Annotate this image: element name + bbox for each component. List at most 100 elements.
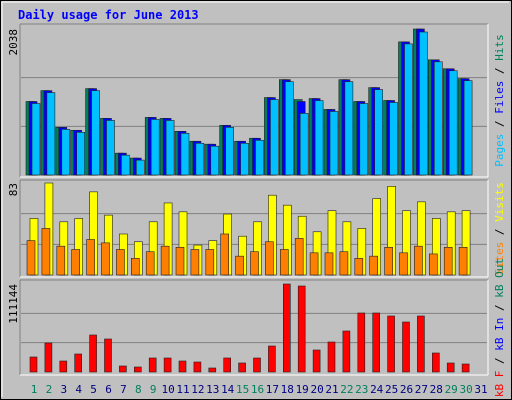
x-tick-label: 2 <box>46 383 53 396</box>
legend-entry: Hits <box>493 34 506 61</box>
bar <box>31 103 41 176</box>
bar <box>327 341 336 373</box>
bar <box>101 242 110 276</box>
bar <box>121 154 130 176</box>
bar <box>116 249 125 276</box>
x-tick-label: 28 <box>430 383 443 396</box>
x-tick-label: 23 <box>355 383 368 396</box>
bar <box>312 349 321 373</box>
bar <box>372 312 381 373</box>
bar <box>86 239 95 276</box>
bar <box>419 31 428 176</box>
legend-entry: kB Out <box>493 258 506 298</box>
bar <box>417 315 425 373</box>
bar <box>294 238 304 276</box>
x-tick-label: 21 <box>325 383 338 396</box>
x-tick-label: 30 <box>459 383 472 396</box>
bar <box>297 285 306 373</box>
bar <box>76 132 85 176</box>
bar <box>458 246 468 276</box>
bar <box>284 81 294 176</box>
x-tick-label: 26 <box>400 383 413 396</box>
bar <box>205 249 215 276</box>
bar <box>44 342 53 373</box>
bar <box>46 92 56 176</box>
bar <box>329 111 339 176</box>
bar <box>74 353 82 373</box>
legend-entry: Visits <box>493 182 506 222</box>
bar <box>190 249 200 276</box>
legend: Pages / Files / Hits <box>493 34 506 167</box>
x-tick-label: 18 <box>281 383 294 396</box>
bar <box>389 102 398 176</box>
bar <box>448 70 458 176</box>
bar <box>265 241 274 276</box>
bar <box>223 357 231 373</box>
bar <box>428 253 438 276</box>
bar <box>193 361 202 373</box>
bar <box>29 356 38 373</box>
x-tick-label: 1 <box>31 383 38 396</box>
legend-separator: / <box>493 298 506 318</box>
bar <box>282 283 291 373</box>
x-tick-label: 5 <box>90 383 97 396</box>
bar <box>235 255 244 276</box>
chart-title: Daily usage for June 2013 <box>18 8 199 22</box>
bar <box>119 365 127 373</box>
bar <box>357 312 366 373</box>
bar <box>402 321 410 373</box>
bar <box>253 357 261 373</box>
bar <box>374 89 384 176</box>
bar <box>250 251 259 276</box>
x-tick-label: 22 <box>340 383 353 396</box>
bar <box>56 245 66 276</box>
x-tick-label: 15 <box>236 383 249 396</box>
bar <box>443 246 453 276</box>
y-tick-label: 111144 <box>7 284 20 324</box>
bar <box>461 363 470 373</box>
bar <box>59 360 68 373</box>
x-tick-label: 20 <box>310 383 323 396</box>
bar <box>148 357 157 373</box>
legend-entry: Files <box>493 81 506 114</box>
x-tick-label: 24 <box>370 383 384 396</box>
legend-separator: / <box>493 351 506 371</box>
bar <box>433 61 443 176</box>
bar <box>238 362 246 373</box>
x-tick-label: 19 <box>296 383 309 396</box>
legend-entry: kB F <box>493 371 506 398</box>
legend-entry: Sites <box>493 242 506 275</box>
legend-separator: / <box>493 222 506 242</box>
bar <box>136 159 145 176</box>
x-tick-label: 11 <box>176 383 189 396</box>
bar <box>175 246 185 276</box>
bar <box>210 145 220 176</box>
x-tick-label: 4 <box>75 383 82 396</box>
x-tick-label: 14 <box>221 383 235 396</box>
bar <box>225 127 234 176</box>
x-tick-label: 29 <box>445 383 458 396</box>
bar <box>299 113 309 176</box>
bar <box>104 338 112 373</box>
bar <box>26 240 36 276</box>
bar <box>195 142 205 176</box>
bar <box>145 251 155 276</box>
bar <box>342 330 351 373</box>
bar <box>354 258 364 276</box>
x-tick-label: 17 <box>266 383 279 396</box>
bar <box>268 345 276 373</box>
bar <box>344 81 354 176</box>
bar <box>339 251 349 276</box>
y-tick-label: 2038 <box>7 29 20 56</box>
bar <box>178 360 187 373</box>
bar <box>150 119 160 176</box>
bar <box>165 120 175 176</box>
bar <box>220 233 229 276</box>
bar <box>89 334 97 373</box>
bar <box>41 228 51 276</box>
legend: Sites / Visits <box>493 182 506 275</box>
x-tick-label: 9 <box>150 383 157 396</box>
x-tick-label: 25 <box>385 383 398 396</box>
